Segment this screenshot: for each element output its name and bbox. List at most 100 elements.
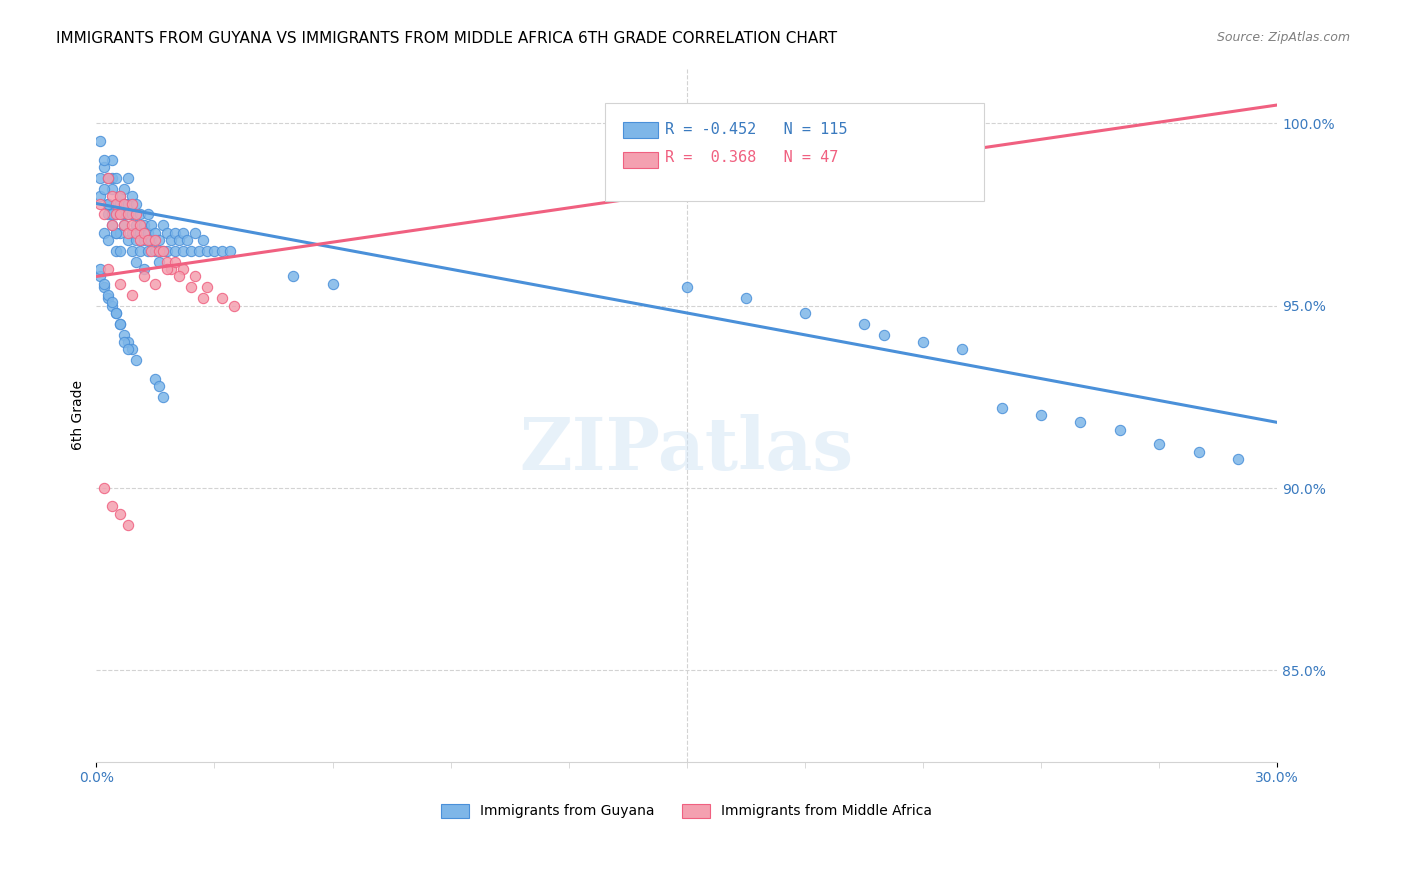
Point <box>121 207 143 221</box>
Point <box>128 207 150 221</box>
Point <box>180 280 202 294</box>
Point <box>145 226 167 240</box>
Point <box>108 189 131 203</box>
Point <box>128 244 150 258</box>
Point <box>97 207 120 221</box>
Point <box>108 244 131 258</box>
Point <box>112 182 135 196</box>
Point <box>1187 444 1209 458</box>
Point <box>136 207 159 221</box>
Point <box>195 280 218 294</box>
Point <box>105 207 128 221</box>
Point <box>121 219 143 233</box>
Point <box>125 353 148 368</box>
Point <box>97 291 120 305</box>
Point <box>93 226 115 240</box>
Point <box>121 189 143 203</box>
Point <box>132 233 155 247</box>
Point <box>148 255 170 269</box>
Text: ZIPatlas: ZIPatlas <box>520 414 853 485</box>
Point <box>1226 451 1249 466</box>
Point <box>97 171 120 186</box>
Point <box>101 171 124 186</box>
Point <box>121 196 143 211</box>
Point <box>112 335 135 350</box>
Point <box>93 182 115 196</box>
Point <box>93 160 115 174</box>
Point <box>187 244 209 258</box>
Point <box>89 196 111 211</box>
Point <box>121 343 143 357</box>
Point <box>148 244 170 258</box>
Point <box>121 287 143 301</box>
Point <box>117 207 139 221</box>
Point <box>184 226 207 240</box>
Point <box>136 226 159 240</box>
Point <box>1147 437 1170 451</box>
Point <box>172 244 194 258</box>
Point <box>105 226 128 240</box>
Point <box>145 277 167 291</box>
Point <box>167 269 190 284</box>
Point <box>141 219 163 233</box>
Point <box>108 196 131 211</box>
Point <box>793 306 815 320</box>
Point <box>101 295 124 310</box>
Point <box>204 244 226 258</box>
Point <box>156 244 179 258</box>
Point <box>105 306 128 320</box>
Point <box>128 233 150 247</box>
Point <box>108 189 131 203</box>
Point <box>101 182 124 196</box>
Point <box>224 299 246 313</box>
Legend: Immigrants from Guyana, Immigrants from Middle Africa: Immigrants from Guyana, Immigrants from … <box>436 798 938 824</box>
Point <box>108 507 131 521</box>
Point <box>97 196 120 211</box>
Point <box>125 196 148 211</box>
Text: R = -0.452   N = 115: R = -0.452 N = 115 <box>665 122 848 136</box>
Point <box>105 244 128 258</box>
Point <box>112 219 135 233</box>
Point <box>112 327 135 342</box>
Text: R =  0.368   N = 47: R = 0.368 N = 47 <box>665 151 838 165</box>
Point <box>148 233 170 247</box>
Point <box>89 189 111 203</box>
Point <box>89 135 111 149</box>
Point <box>141 233 163 247</box>
Point <box>128 226 150 240</box>
Point <box>156 262 179 277</box>
Point <box>108 277 131 291</box>
Point <box>108 317 131 331</box>
Point <box>105 196 128 211</box>
Point <box>152 219 174 233</box>
Point <box>125 219 148 233</box>
Point <box>117 226 139 240</box>
Point <box>141 244 163 258</box>
Point <box>180 244 202 258</box>
Point <box>121 244 143 258</box>
Point <box>132 226 155 240</box>
Point <box>121 226 143 240</box>
Point <box>112 207 135 221</box>
Point <box>117 207 139 221</box>
Point <box>136 233 159 247</box>
Point <box>108 207 131 221</box>
Point <box>1069 416 1091 430</box>
Point <box>112 219 135 233</box>
Point <box>97 262 120 277</box>
Point <box>145 371 167 385</box>
Point <box>322 277 344 291</box>
Point <box>101 207 124 221</box>
Point <box>211 291 233 305</box>
Point <box>117 517 139 532</box>
Point <box>93 280 115 294</box>
Point <box>156 255 179 269</box>
Point <box>145 244 167 258</box>
Point <box>117 343 139 357</box>
Point <box>108 207 131 221</box>
Point <box>105 207 128 221</box>
Point <box>636 116 658 130</box>
Point <box>105 226 128 240</box>
Point <box>93 207 115 221</box>
Point <box>165 244 187 258</box>
